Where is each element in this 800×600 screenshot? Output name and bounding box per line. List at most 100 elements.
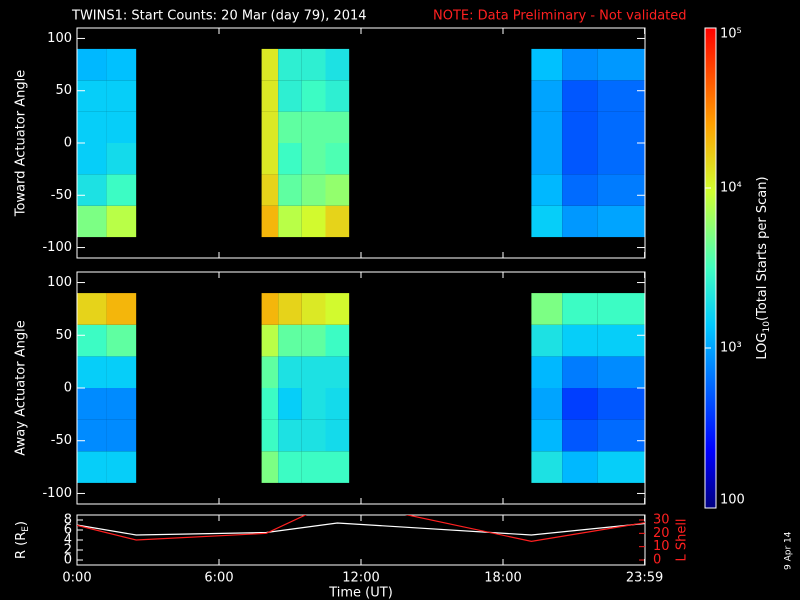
heatmap-cell <box>77 293 107 325</box>
heatmap-cell <box>106 419 137 452</box>
series-line <box>77 515 645 542</box>
y-tick-label: -50 <box>51 433 72 448</box>
heatmap-cell <box>77 324 107 357</box>
heatmap-cell <box>531 356 563 388</box>
heatmap-cell <box>301 356 326 388</box>
heatmap-cell <box>261 293 279 325</box>
heatmap-cell <box>261 143 279 175</box>
heatmap-cell <box>531 111 563 143</box>
heatmap-cell <box>531 174 563 206</box>
y-tick-label: 50 <box>55 83 72 98</box>
heatmap-cell <box>77 419 107 452</box>
x-tick-label: 12:00 <box>342 571 379 586</box>
heatmap-cell <box>278 143 302 175</box>
heatmap-cell <box>562 419 598 452</box>
heatmap-cell <box>301 205 326 238</box>
series-line <box>77 522 645 536</box>
heatmap-cell <box>261 48 279 81</box>
heatmap-cell <box>562 48 598 81</box>
heatmap-cell <box>597 324 645 357</box>
heatmap-cell <box>261 388 279 420</box>
y-axis-label: Toward Actuator Angle <box>14 70 29 217</box>
heatmap-cell <box>278 111 302 143</box>
heatmap-cell <box>531 451 563 483</box>
heatmap-cell <box>597 111 645 143</box>
heatmap-cell <box>106 143 137 175</box>
heatmap-cell <box>278 48 302 81</box>
heatmap-cell <box>562 80 598 112</box>
y-tick-label: 100 <box>47 275 72 290</box>
heatmap-cell <box>278 174 302 206</box>
heatmap-cell <box>106 205 137 238</box>
heatmap-cell <box>531 293 563 325</box>
heatmap-cell <box>278 293 302 325</box>
y2-tick-label: 20 <box>653 526 670 541</box>
heatmap-cell <box>106 80 137 112</box>
heatmap-cell <box>77 205 107 238</box>
y2-axis-label: L Shell <box>675 518 690 561</box>
heatmap-cell <box>261 111 279 143</box>
heatmap-cell <box>562 205 598 238</box>
colorbar-tick-label: 10⁴ <box>720 181 742 196</box>
heatmap-cell <box>325 451 350 483</box>
heatmap-cell <box>597 143 645 175</box>
heatmap-cell <box>77 451 107 483</box>
heatmap-cell <box>325 293 350 325</box>
heatmap-cell <box>106 388 137 420</box>
heatmap-cell <box>325 143 350 175</box>
heatmap-cell <box>325 111 350 143</box>
heatmap-cell <box>106 111 137 143</box>
y2-tick-label: 10 <box>653 539 670 554</box>
colorbar-tick-label: 100 <box>720 493 745 508</box>
y-tick-label: 6 <box>64 523 72 538</box>
heatmap-cell <box>531 80 563 112</box>
heatmap-cell <box>106 48 137 81</box>
heatmap-cell <box>325 80 350 112</box>
y-axis-label: Away Actuator Angle <box>14 320 29 455</box>
y-axis-label: R (RE) <box>14 521 31 559</box>
heatmap-cell <box>77 388 107 420</box>
plot-frame <box>76 514 646 566</box>
heatmap-cell <box>261 356 279 388</box>
heatmap-cell <box>301 174 326 206</box>
heatmap-cell <box>278 205 302 238</box>
heatmap-cell <box>562 293 598 325</box>
heatmap-cell <box>261 419 279 452</box>
y-tick-label: -50 <box>51 188 72 203</box>
colorbar-label: LOG10(Total Starts per Scan) <box>755 176 772 359</box>
y-tick-label: -100 <box>42 486 72 501</box>
colorbar <box>704 27 717 509</box>
heatmap-cell <box>597 451 645 483</box>
note: NOTE: Data Preliminary - Not validated <box>433 9 687 24</box>
heatmap-cell <box>261 324 279 357</box>
y-tick-label: 0 <box>64 553 72 568</box>
heatmap-cell <box>301 80 326 112</box>
heatmap-cell <box>531 143 563 175</box>
heatmap-cell <box>531 48 563 81</box>
y2-tick-label: 30 <box>653 513 670 528</box>
y-tick-label: 100 <box>47 31 72 46</box>
heatmap-cell <box>325 48 350 81</box>
y2-tick-label: 0 <box>653 553 661 568</box>
heatmap-cell <box>531 324 563 357</box>
heatmap-cell <box>261 174 279 206</box>
heatmap-cell <box>301 419 326 452</box>
heatmap-cell <box>325 388 350 420</box>
heatmap-cell <box>562 388 598 420</box>
heatmap-cell <box>562 174 598 206</box>
heatmap-cell <box>325 356 350 388</box>
heatmap-cell <box>301 324 326 357</box>
heatmap-cell <box>562 143 598 175</box>
heatmap-cell <box>301 293 326 325</box>
heatmap-cell <box>77 111 107 143</box>
x-axis-label: Time (UT) <box>328 586 393 600</box>
heatmap-cell <box>597 356 645 388</box>
heatmap-cell <box>325 205 350 238</box>
y-tick-label: 2 <box>64 543 72 558</box>
y-tick-label: 4 <box>64 533 72 548</box>
heatmap-cell <box>106 174 137 206</box>
colorbar-tick-label: 10³ <box>720 341 742 356</box>
y-tick-label: 50 <box>55 328 72 343</box>
heatmap-cell <box>261 451 279 483</box>
